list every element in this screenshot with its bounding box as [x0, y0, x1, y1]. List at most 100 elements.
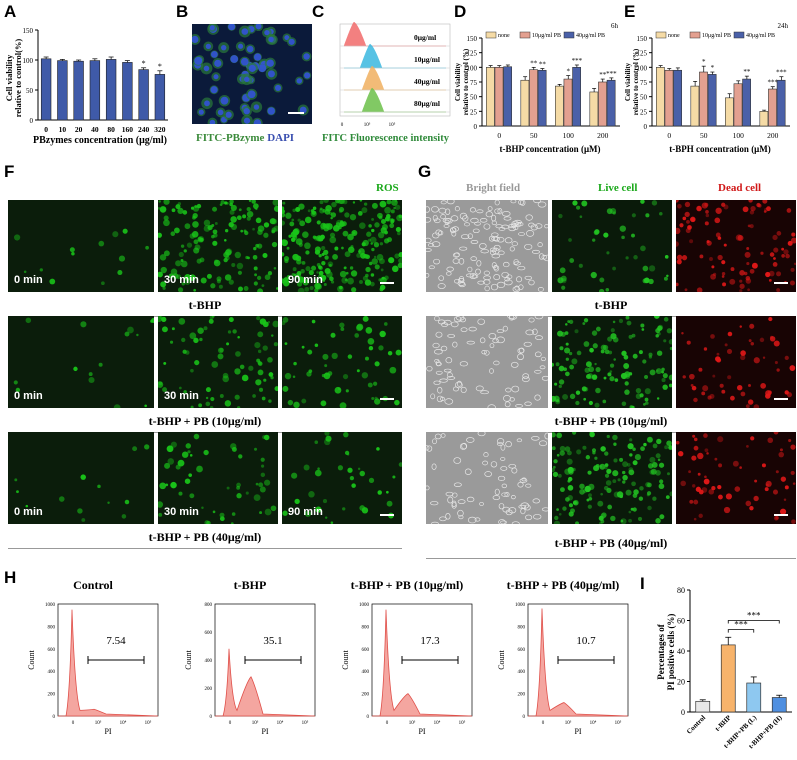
- ros-cell: [199, 337, 203, 342]
- live-cell: [567, 485, 574, 491]
- ros-cell: [98, 240, 105, 247]
- y-tick-label: 1000: [45, 603, 56, 608]
- ros-cell: [177, 202, 182, 206]
- ros-cell: [212, 229, 218, 235]
- live-cell: [592, 238, 596, 242]
- dead-cell: [735, 234, 743, 241]
- dead-cell: [749, 210, 755, 215]
- ros-micrograph: 30 min: [158, 432, 278, 524]
- ros-cell: [398, 251, 402, 258]
- dapi-nucleus: [267, 107, 275, 115]
- cell-outline: [479, 218, 488, 223]
- ros-cell: [293, 361, 297, 366]
- ros-cell: [355, 324, 363, 332]
- live-cell: [604, 463, 609, 467]
- ros-cell: [167, 458, 175, 465]
- ros-cell: [271, 227, 277, 233]
- ros-cell: [349, 266, 354, 270]
- cell-outline: [511, 241, 518, 247]
- ros-cell: [219, 394, 224, 398]
- ros-cell: [282, 385, 289, 392]
- live-cell: [629, 453, 633, 457]
- live-cell: [626, 463, 631, 467]
- significance-mark: **: [539, 61, 547, 69]
- ros-cell: [384, 206, 391, 214]
- live-cell: [556, 432, 563, 439]
- live-cell: [585, 361, 592, 368]
- ros-cell: [216, 276, 222, 282]
- live-cell: [591, 330, 598, 336]
- live-cell-header: Live cell: [598, 182, 638, 194]
- x-axis-label: t-BHP concentration (μM): [499, 144, 600, 154]
- ros-cell: [245, 491, 249, 495]
- y-axis-label: Count: [341, 649, 350, 669]
- bar: [555, 85, 564, 127]
- significance-mark: *: [567, 68, 571, 76]
- live-cell: [653, 316, 660, 319]
- dead-cell: [714, 457, 718, 461]
- ros-cell: [98, 362, 103, 367]
- cell-outline: [427, 243, 435, 248]
- ros-cell: [391, 265, 399, 273]
- ros-cell: [309, 286, 314, 291]
- cell-outline: [491, 232, 499, 237]
- time-label: 0 min: [14, 274, 43, 286]
- cell-outline: [439, 378, 448, 383]
- cell-outline: [503, 395, 511, 402]
- live-cell: [595, 387, 601, 394]
- cell-outline: [466, 496, 475, 503]
- ros-cell: [344, 278, 348, 282]
- ros-cell: [376, 253, 384, 261]
- live-cell: [624, 389, 630, 395]
- dead-cell: [693, 445, 699, 451]
- dead-cell: [703, 478, 710, 485]
- live-cell: [594, 456, 598, 460]
- bar: [768, 88, 777, 127]
- concentration-label: 40μg/ml: [414, 77, 440, 86]
- y-tick-label: 50: [470, 94, 478, 102]
- ros-cell: [122, 228, 128, 234]
- live-cell: [565, 342, 569, 346]
- cell-outline: [500, 466, 508, 471]
- ros-cell: [320, 234, 325, 240]
- ros-cell: [314, 278, 319, 283]
- y-tick-label: 0: [644, 123, 648, 131]
- x-tick-label: 240: [138, 125, 150, 134]
- live-cell: [612, 434, 618, 441]
- ros-cell: [163, 219, 170, 227]
- dead-cell: [746, 444, 749, 448]
- cell-outline: [426, 485, 430, 491]
- ros-cell: [292, 267, 297, 272]
- live-cell: [607, 504, 613, 510]
- dead-cell: [711, 265, 715, 269]
- live-cell: [655, 334, 659, 338]
- cell-outline: [515, 276, 523, 283]
- dead-cell: [676, 254, 683, 261]
- ros-cell: [373, 255, 377, 259]
- live-cell: [624, 371, 631, 378]
- live-cell: [552, 395, 557, 402]
- dead-cell: [744, 251, 751, 258]
- dead-cell: [747, 399, 754, 405]
- ros-cell: [264, 508, 272, 516]
- ros-cell: [136, 333, 139, 337]
- ros-cell: [231, 262, 236, 268]
- live-cell: [604, 466, 608, 470]
- ros-cell: [324, 364, 328, 368]
- time-label: 30 min: [164, 390, 199, 402]
- dead-cell: [768, 316, 773, 322]
- ros-cell: [320, 400, 327, 407]
- dead-cell: [689, 373, 695, 380]
- ros-cell: [365, 266, 371, 273]
- live-cell: [552, 465, 556, 469]
- cell-outline: [482, 460, 489, 466]
- live-cell: [587, 504, 592, 509]
- dead-cell: [743, 271, 748, 276]
- live-cell: [643, 442, 647, 447]
- ros-cell: [174, 227, 180, 234]
- cell-outline: [479, 243, 487, 250]
- cell-outline: [476, 260, 482, 267]
- live-cell: [633, 255, 638, 260]
- ros-cell: [189, 493, 195, 499]
